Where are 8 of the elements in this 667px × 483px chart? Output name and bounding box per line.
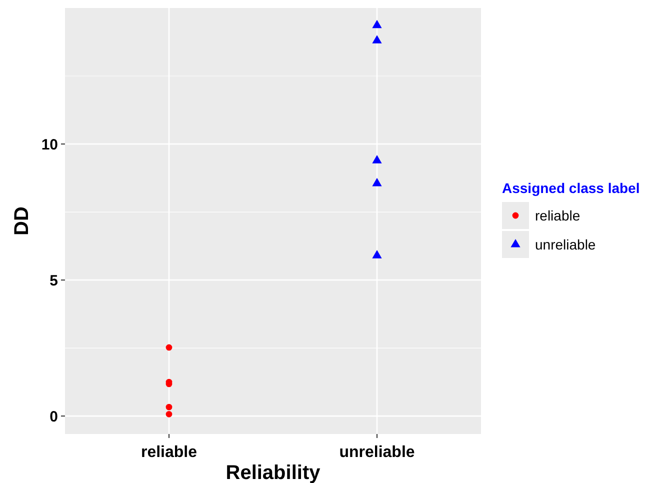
y-axis-title: DD: [11, 206, 33, 236]
y-tick-label: 0: [50, 408, 58, 426]
y-tick-label: 5: [50, 272, 58, 290]
y-tick-label: 10: [41, 136, 58, 154]
legend-label: unreliable: [535, 236, 596, 252]
legend-label: reliable: [535, 207, 580, 224]
x-axis-title: Reliability: [226, 462, 322, 483]
legend-title: Assigned class label: [502, 180, 640, 196]
